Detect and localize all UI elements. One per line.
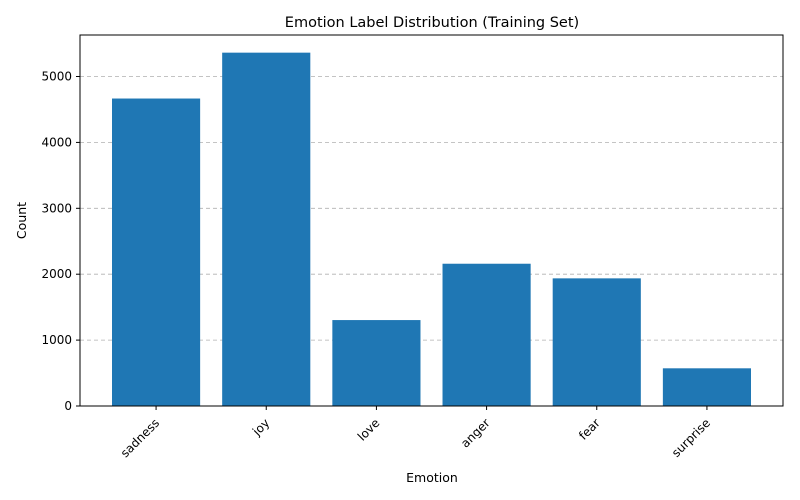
x-tick-label-fear: fear <box>576 416 603 443</box>
x-tick-label-sadness: sadness <box>118 416 162 460</box>
y-axis-ticks: 0 1000 2000 3000 4000 5000 <box>41 70 80 413</box>
bar-joy <box>222 52 311 406</box>
bar-surprise <box>662 368 751 406</box>
chart-title: Emotion Label Distribution (Training Set… <box>285 15 579 31</box>
bars <box>112 52 751 406</box>
y-tick-label: 0 <box>64 399 72 413</box>
y-tick-label: 1000 <box>41 333 72 347</box>
x-tick-label-surprise: surprise <box>669 416 713 460</box>
bar-sadness <box>112 98 201 406</box>
x-tick-label-joy: joy <box>249 416 272 439</box>
y-tick-label: 5000 <box>41 70 72 84</box>
y-tick-label: 2000 <box>41 267 72 281</box>
y-tick-label: 3000 <box>41 201 72 215</box>
bar-fear <box>552 278 641 406</box>
x-tick-label-love: love <box>355 416 383 444</box>
bar-love <box>332 320 421 406</box>
y-tick-label: 4000 <box>41 135 72 149</box>
bar-anger <box>442 263 531 406</box>
plot-frame <box>79 34 784 407</box>
x-axis-label: Emotion <box>406 470 458 485</box>
x-axis-ticks: sadness joy love anger fear surprise <box>118 406 713 460</box>
y-axis-label: Count <box>14 202 29 239</box>
x-tick-label-anger: anger <box>458 416 493 451</box>
y-gridlines <box>80 76 783 341</box>
